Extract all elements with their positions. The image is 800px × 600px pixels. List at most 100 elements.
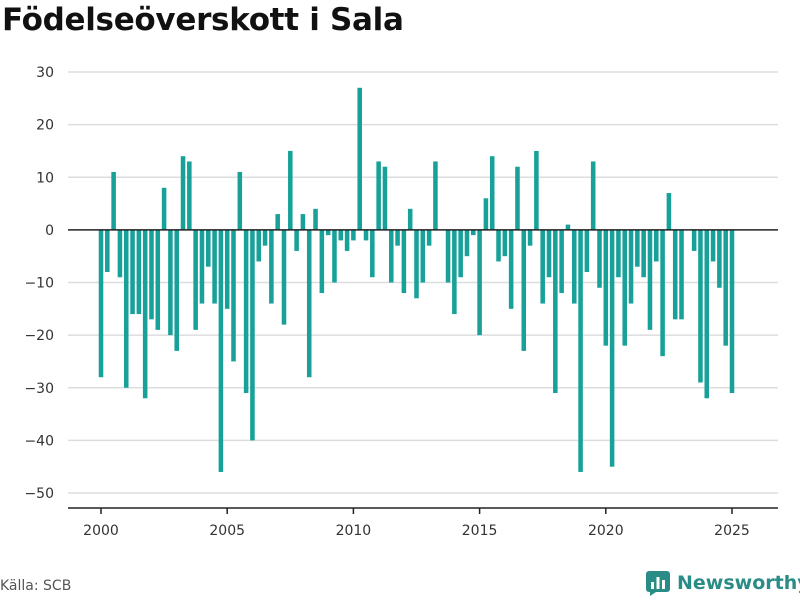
bar bbox=[212, 229, 217, 304]
y-tick-label: −10 bbox=[24, 276, 54, 292]
bar bbox=[363, 229, 369, 241]
y-tick-label: 30 bbox=[36, 65, 54, 81]
bar bbox=[136, 229, 142, 315]
bar bbox=[565, 224, 571, 230]
bar bbox=[672, 229, 678, 320]
bar bbox=[660, 229, 665, 357]
bar bbox=[597, 229, 602, 288]
bar bbox=[603, 229, 609, 346]
bar bbox=[647, 229, 653, 330]
bar bbox=[477, 229, 482, 336]
bar bbox=[306, 229, 312, 378]
bar bbox=[710, 229, 716, 262]
bar bbox=[319, 229, 325, 294]
bar bbox=[388, 229, 394, 283]
bar bbox=[508, 229, 514, 309]
bar bbox=[414, 229, 419, 299]
bar bbox=[395, 229, 400, 246]
bar bbox=[250, 229, 255, 441]
bar bbox=[654, 229, 659, 262]
bar bbox=[142, 229, 148, 399]
bar bbox=[168, 229, 173, 336]
bar bbox=[382, 166, 388, 230]
bar bbox=[590, 161, 596, 230]
bar bbox=[578, 229, 583, 472]
y-tick-label: 20 bbox=[36, 118, 54, 134]
bar bbox=[616, 229, 621, 278]
bar bbox=[622, 229, 628, 346]
bar bbox=[553, 229, 558, 394]
x-tick-label: 2000 bbox=[83, 523, 119, 539]
bar bbox=[313, 208, 318, 230]
bar bbox=[294, 229, 299, 251]
bar bbox=[471, 229, 476, 236]
bar bbox=[149, 229, 154, 320]
bar bbox=[357, 87, 362, 230]
bar bbox=[679, 229, 684, 320]
bars bbox=[98, 87, 735, 472]
bar bbox=[691, 229, 697, 251]
bar bbox=[351, 229, 356, 241]
bar bbox=[426, 229, 432, 246]
x-tick-label: 2020 bbox=[588, 523, 624, 539]
bar bbox=[105, 229, 110, 272]
bar bbox=[559, 229, 564, 294]
bar bbox=[256, 229, 262, 262]
bar bbox=[527, 229, 533, 246]
bar bbox=[502, 229, 508, 257]
bar bbox=[332, 229, 337, 283]
bar bbox=[376, 161, 381, 230]
bar bbox=[729, 229, 735, 394]
bar bbox=[231, 229, 236, 362]
bar bbox=[698, 229, 703, 383]
bar bbox=[571, 229, 577, 304]
bar bbox=[534, 150, 539, 230]
bar bbox=[338, 229, 344, 241]
y-tick-label: −40 bbox=[24, 433, 54, 449]
x-axis-ticks: 2000 2005 2010 2015 2020 2025 bbox=[83, 508, 750, 539]
bar bbox=[641, 229, 646, 278]
bar bbox=[193, 229, 198, 330]
bar bbox=[98, 229, 104, 378]
bar bbox=[515, 166, 520, 230]
bar bbox=[117, 229, 123, 278]
y-tick-label: 10 bbox=[36, 170, 54, 186]
bar bbox=[155, 229, 161, 330]
bar bbox=[275, 214, 280, 230]
source-note: Källa: SCB bbox=[0, 578, 72, 594]
bar bbox=[666, 193, 672, 230]
bar bbox=[281, 229, 287, 325]
y-tick-label: 0 bbox=[45, 223, 54, 239]
bar bbox=[111, 171, 116, 230]
bar bbox=[180, 156, 186, 230]
bar bbox=[174, 229, 179, 351]
bar bbox=[288, 150, 293, 230]
bar bbox=[609, 229, 615, 467]
y-tick-label: −30 bbox=[24, 381, 54, 397]
bar bbox=[205, 229, 211, 267]
page-title: Födelseöverskott i Sala bbox=[2, 2, 404, 38]
bar bbox=[199, 229, 205, 304]
bar bbox=[325, 229, 331, 236]
y-tick-label: −20 bbox=[24, 328, 54, 344]
bar bbox=[401, 229, 407, 294]
bar bbox=[723, 229, 728, 346]
bar bbox=[123, 229, 129, 388]
bar bbox=[218, 229, 224, 472]
bar bbox=[464, 229, 470, 257]
bar bbox=[628, 229, 634, 304]
bar bbox=[635, 229, 640, 267]
bar bbox=[344, 229, 350, 251]
bar bbox=[237, 171, 243, 230]
bar bbox=[130, 229, 135, 315]
bar bbox=[300, 214, 306, 230]
x-tick-label: 2025 bbox=[714, 523, 750, 539]
x-tick-label: 2010 bbox=[336, 523, 372, 539]
bar bbox=[540, 229, 545, 304]
bar bbox=[269, 229, 274, 304]
bar bbox=[546, 229, 552, 278]
bar bbox=[243, 229, 249, 394]
brand-logo[interactable]: Newsworthy bbox=[645, 570, 800, 596]
bar bbox=[224, 229, 230, 309]
